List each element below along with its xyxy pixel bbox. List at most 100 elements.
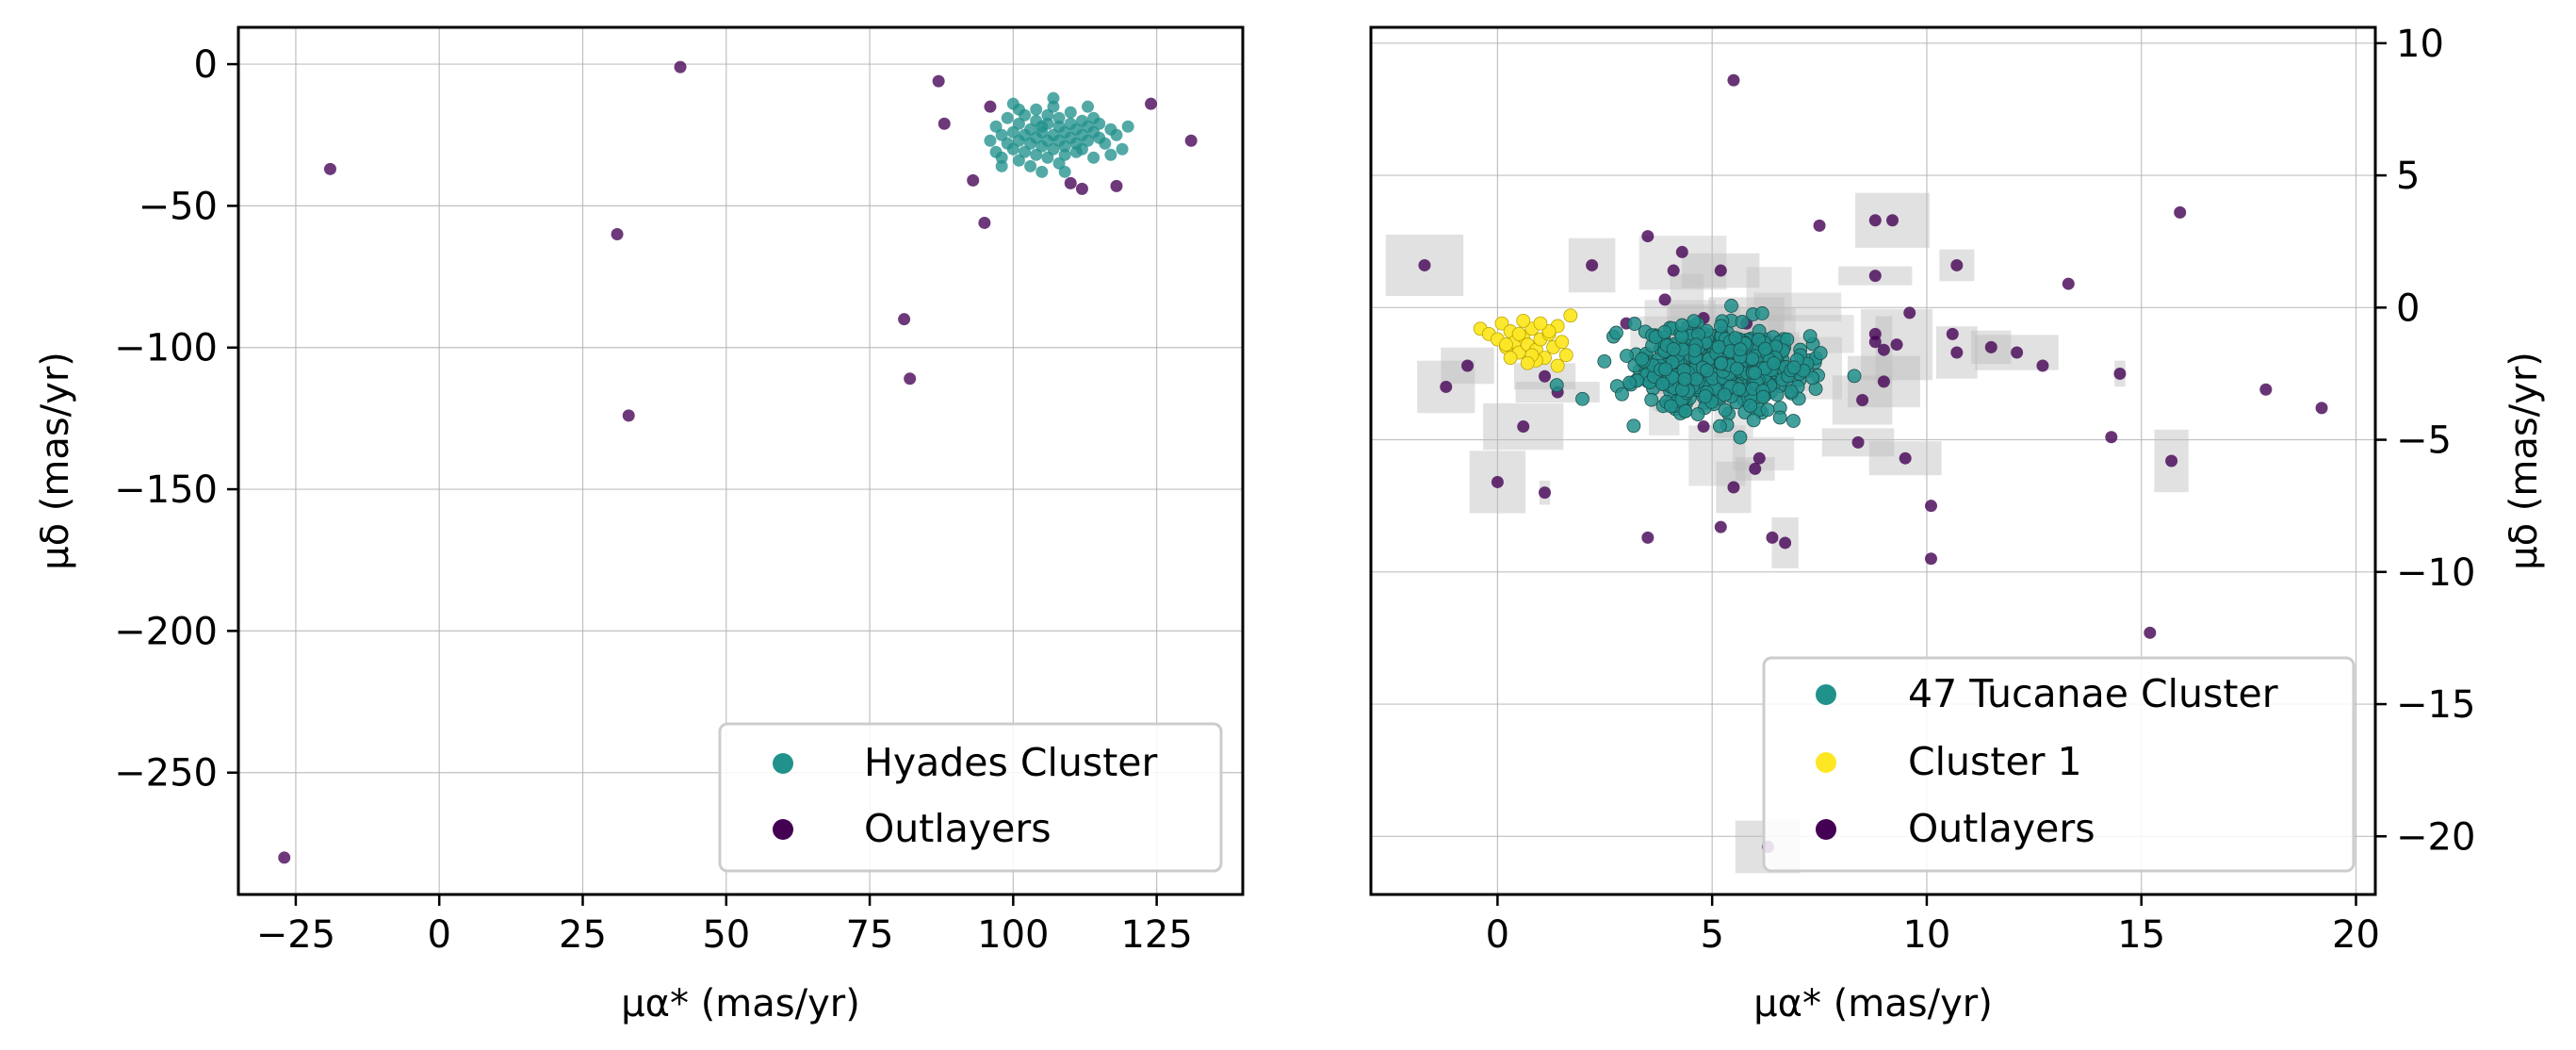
y-tick-label: −20 (2396, 815, 2475, 859)
tucanae-point (1615, 386, 1629, 402)
tucanae-point (1609, 325, 1623, 340)
tucanae-point (1784, 385, 1799, 399)
outlier-point (1946, 327, 1959, 340)
x-tick-label: 25 (559, 913, 607, 957)
y-tick-label: −100 (114, 327, 218, 370)
hyades-point (1012, 103, 1025, 116)
hyades-point (1047, 91, 1060, 105)
hyades-point (1041, 117, 1054, 130)
tucanae-point (1772, 410, 1787, 425)
outlier-point (1697, 420, 1710, 434)
outlier-point (1950, 346, 1964, 359)
left-legend-marker-outlayers (773, 819, 793, 840)
tucanae-point (1677, 371, 1692, 386)
left-plot: −25 0 25 50 75 100 125 0−50−100−150−200−250 μα… (34, 25, 1245, 1025)
x-tick-label: 50 (702, 913, 750, 957)
x-tick-label: −25 (256, 913, 335, 957)
outlier-point (2259, 383, 2273, 396)
tucanae-point (1711, 339, 1726, 354)
y-tick-label: 0 (194, 43, 218, 87)
outlier-point (1868, 214, 1882, 227)
right-points (1418, 74, 2328, 854)
outlier-point (1877, 343, 1890, 356)
outlier-point (2011, 346, 2024, 359)
tucanae-point (1687, 314, 1702, 329)
tucanae-point (1622, 375, 1637, 390)
tucanae-point (1690, 407, 1705, 421)
tucanae-point (1627, 317, 1642, 331)
hyades-point (1110, 128, 1123, 141)
tucanae-point (1735, 315, 1750, 329)
hyades-point (1121, 120, 1134, 133)
right-x-ticks: 0 5 10 15 20 (1486, 894, 2380, 957)
x-tick-label: 15 (2117, 913, 2165, 957)
right-legend: 47 Tucanae Cluster Cluster 1 Outlayers (1762, 656, 2356, 873)
left-x-ticks: −25 0 25 50 75 100 125 (256, 894, 1193, 957)
left-y-axis-label: μδ (mas/yr) (34, 352, 77, 570)
hyades-point (1001, 111, 1014, 124)
x-tick-label: 20 (2332, 913, 2380, 957)
cluster1-point (1494, 316, 1509, 331)
tucanae-point (1748, 366, 1763, 380)
right-legend-label-47-tucanae: 47 Tucanae Cluster (1908, 671, 2278, 716)
cluster1-point (1550, 358, 1565, 373)
left-legend-marker-hyades (773, 753, 793, 774)
hyades-point (1058, 148, 1071, 161)
hyades-point (1104, 148, 1117, 161)
tucanae-point (1718, 402, 1733, 418)
x-tick-label: 0 (1486, 913, 1509, 957)
outlier-point (1877, 375, 1890, 388)
x-tick-label: 0 (427, 913, 450, 957)
outlier-point (898, 313, 911, 326)
tucanae-point (1714, 319, 1728, 334)
outlier-point (1461, 359, 1474, 372)
tucanae-point (1786, 360, 1802, 375)
right-legend-marker-47-tucanae (1816, 684, 1836, 705)
right-legend-marker-outlayers (1816, 819, 1836, 840)
hyades-point (984, 134, 997, 147)
outlier-point (1851, 435, 1865, 449)
outlier-point (1675, 245, 1688, 258)
x-tick-label: 100 (977, 913, 1049, 957)
outlier-point (1749, 462, 1762, 475)
tucanae-point (1658, 362, 1673, 377)
outlier-point (1813, 219, 1826, 232)
left-legend-label-hyades: Hyades Cluster (864, 740, 1158, 785)
outlier-point (1903, 306, 1916, 320)
tucanae-point (1732, 382, 1747, 397)
tucanae-point (1700, 363, 1715, 378)
tucanae-point (1698, 388, 1713, 403)
y-tick-label: −150 (114, 468, 218, 512)
hyades-point (1024, 159, 1037, 172)
tucanae-point (1655, 376, 1671, 391)
outlier-point (1714, 264, 1727, 277)
right-y-ticks: 10 5 0 −5 −10 −15 −20 (2375, 23, 2475, 859)
outlier-point (1641, 230, 1655, 243)
right-legend-label-outlayers: Outlayers (1908, 806, 2095, 851)
cluster1-point (1516, 313, 1531, 328)
tucanae-point (1620, 349, 1634, 363)
cluster1-point (1541, 324, 1557, 338)
x-tick-label: 75 (846, 913, 894, 957)
outlier-point (1779, 536, 1792, 550)
outlier-point (1714, 520, 1727, 533)
y-tick-label: −250 (114, 752, 218, 796)
right-plot-frame (1369, 25, 2377, 896)
y-tick-label: −15 (2396, 683, 2475, 727)
hyades-point (1052, 111, 1066, 124)
outlier-point (2165, 454, 2178, 468)
left-plot-frame (236, 25, 1245, 896)
tucanae-point (1712, 418, 1727, 434)
tucanae-point (1657, 324, 1672, 339)
tucanae-point (1678, 403, 1693, 418)
hyades-point (1087, 151, 1101, 164)
hyades-point (1082, 100, 1095, 113)
tucanae-point (1745, 352, 1760, 367)
outlier-point (1727, 481, 1740, 494)
outlier-point (622, 409, 635, 422)
tucanae-point (1718, 387, 1732, 402)
tucanae-point (1664, 399, 1678, 414)
outlier-point (323, 162, 336, 175)
right-legend-box (1762, 656, 2356, 873)
